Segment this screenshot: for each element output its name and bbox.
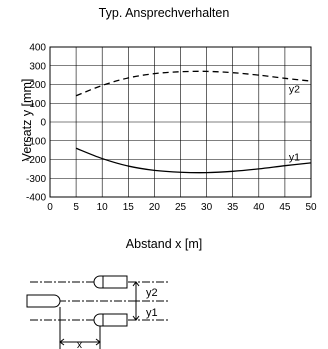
x-tick-label: 45: [279, 202, 291, 213]
x-axis-label: Abstand x [m]: [125, 237, 203, 251]
x-tick-label: 20: [149, 202, 161, 213]
y-tick-label: -400: [26, 193, 46, 204]
y-tick-label: -100: [26, 136, 46, 147]
x-tick-label: 50: [305, 202, 317, 213]
emitter-sensor-icon: [26, 294, 61, 308]
chart-title: Typ. Ansprechverhalten: [98, 6, 230, 20]
y-tick-label: 200: [29, 80, 46, 91]
receiver-lower-icon: [93, 313, 128, 327]
arrow-distance-right-icon: [95, 338, 101, 346]
series-line-y2: [75, 70, 312, 97]
receiver-upper-icon: [93, 275, 128, 289]
x-tick-label: 10: [97, 202, 109, 213]
y-tick-label: 0: [40, 118, 46, 129]
x-tick-label: 25: [175, 202, 187, 213]
y-tick-label: -200: [26, 155, 46, 166]
arrow-y2-icon: [132, 281, 140, 287]
x-tick-label: 35: [227, 202, 239, 213]
y-tick-label: -300: [26, 174, 46, 185]
diagram-label-x: x: [77, 340, 82, 349]
series-label-y2: y2: [289, 83, 300, 95]
x-tick-label: 30: [201, 202, 213, 213]
arrow-distance-left-icon: [59, 338, 65, 346]
x-tick-label: 5: [73, 202, 79, 213]
series-line-y1: [75, 147, 312, 174]
diagram-label-y2: y2: [146, 287, 158, 299]
x-tick-label: 40: [253, 202, 265, 213]
x-tick-label: 0: [47, 202, 53, 213]
x-tick-label: 15: [123, 202, 135, 213]
diagram-label-y1: y1: [146, 307, 158, 319]
y-tick-label: 100: [29, 99, 46, 110]
series-label-y1: y1: [289, 152, 300, 164]
y-tick-label: 300: [29, 61, 46, 72]
y-tick-label: 400: [29, 43, 46, 54]
arrow-y1-icon: [132, 315, 140, 321]
plot-frame: [49, 46, 312, 198]
